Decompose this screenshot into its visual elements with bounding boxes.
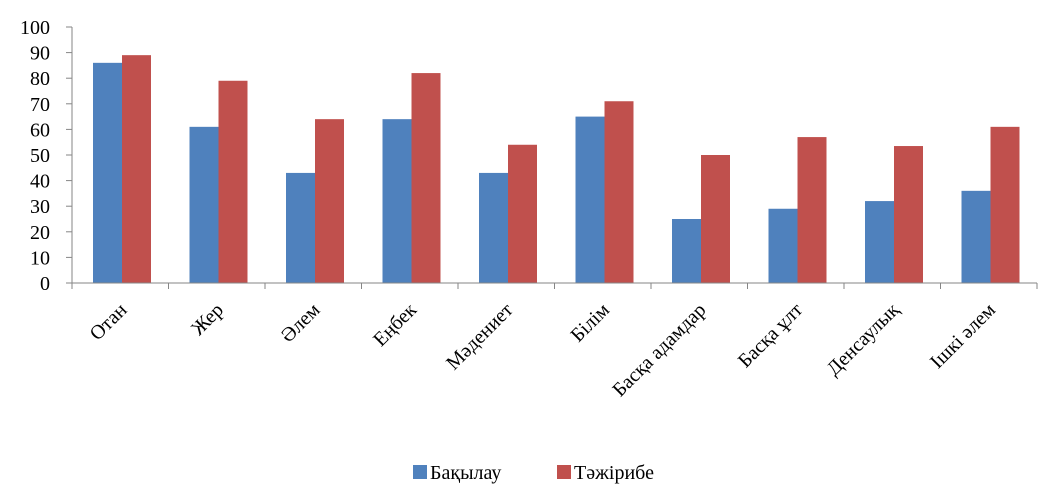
x-tick-label: Басқа адамдар <box>608 299 710 401</box>
x-tick-label: Әлем <box>276 299 324 347</box>
bar <box>672 219 701 283</box>
bar <box>286 172 315 283</box>
y-tick-label: 0 <box>40 273 50 295</box>
y-tick-label: 90 <box>30 43 50 65</box>
x-tick-label: Мәдениет <box>442 299 518 375</box>
bar <box>93 62 122 284</box>
y-axis: 0 10 20 30 40 50 60 70 80 90 100 <box>20 17 72 295</box>
legend: Бақылау Тәжірибе <box>413 462 654 484</box>
x-tick-label: Отан <box>86 299 132 345</box>
legend-swatch <box>557 465 571 479</box>
y-tick-label: 70 <box>30 94 50 116</box>
bar <box>894 146 923 283</box>
legend-label: Тәжірибе <box>574 462 654 484</box>
y-tick-label: 50 <box>30 145 50 167</box>
bar <box>122 55 151 283</box>
x-tick-label: Еңбек <box>369 299 421 351</box>
bars <box>93 55 1020 284</box>
bar <box>315 119 344 283</box>
axes <box>71 27 1037 284</box>
legend-swatch <box>413 465 427 479</box>
bar <box>479 172 508 283</box>
bar <box>575 116 605 283</box>
y-tick-label: 60 <box>30 119 50 141</box>
bar <box>701 155 730 283</box>
bar <box>990 126 1020 283</box>
bar <box>189 126 219 283</box>
y-tick-label: 30 <box>30 196 50 218</box>
x-tick-label: Басқа ұлт <box>734 299 807 372</box>
x-tick-label: Білім <box>566 299 614 347</box>
legend-label: Бақылау <box>430 462 501 484</box>
bar <box>604 101 634 284</box>
bar <box>768 208 798 283</box>
y-tick-label: 100 <box>20 17 50 39</box>
y-tick-label: 40 <box>30 171 50 193</box>
x-tick-label: Денсаулық <box>822 299 903 380</box>
y-tick-label: 10 <box>30 247 50 269</box>
y-tick-label: 20 <box>30 222 50 244</box>
y-tick-label: 80 <box>30 68 50 90</box>
bar <box>218 80 248 283</box>
bar <box>797 137 827 283</box>
x-tick-label: Ішкі әлем <box>926 299 1000 373</box>
bar <box>508 144 537 283</box>
bar <box>382 119 412 283</box>
bar <box>411 73 441 283</box>
bar <box>865 201 894 283</box>
x-tick-label: Жер <box>187 299 228 340</box>
bar <box>961 190 991 283</box>
